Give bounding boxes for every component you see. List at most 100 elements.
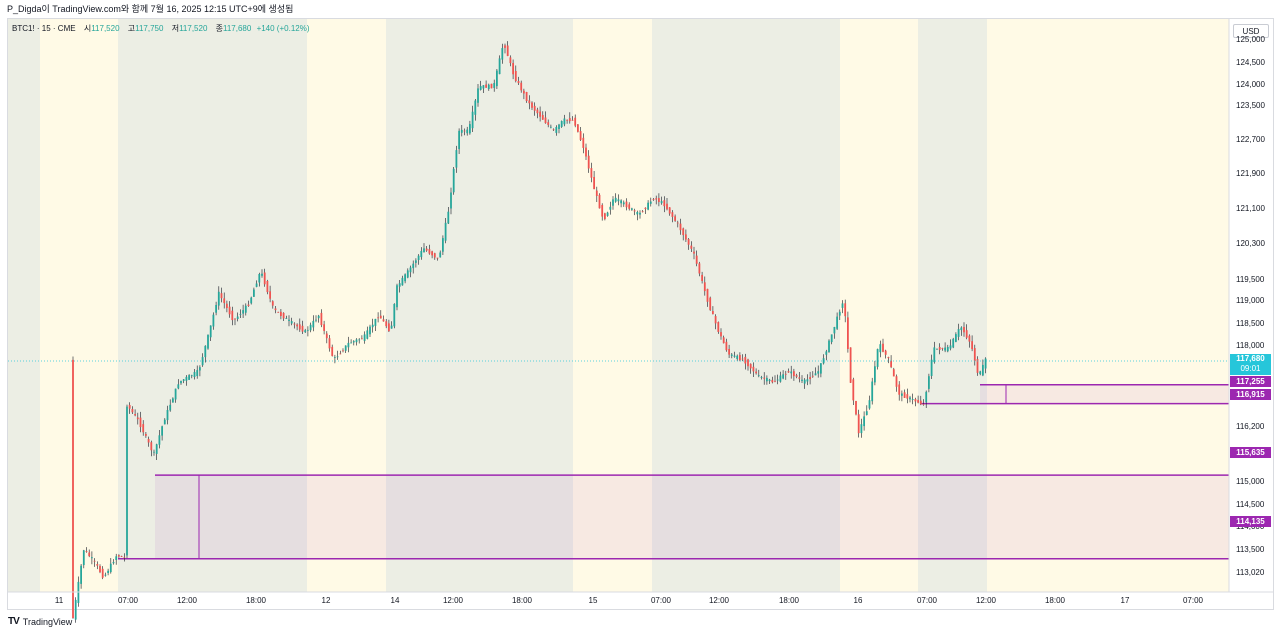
candle-up: [868, 400, 871, 409]
time-tick-label: 18:00: [778, 596, 800, 605]
footer: TV TradingView: [8, 616, 72, 628]
candle-up: [350, 342, 352, 344]
candle-down: [587, 155, 590, 169]
candle-down: [145, 434, 147, 436]
price-tick-label: 113,500: [1236, 545, 1265, 554]
candle-down: [914, 399, 917, 402]
candle-down: [725, 341, 728, 351]
candle-down: [509, 57, 512, 64]
candle-down: [892, 369, 895, 377]
candle-down: [590, 168, 593, 178]
candle-down: [72, 359, 74, 619]
candle-up: [312, 320, 315, 328]
candle-up: [979, 371, 982, 375]
candle-up: [190, 375, 193, 377]
candle-up: [174, 388, 177, 400]
high-value: 117,750: [135, 24, 164, 33]
price-tick-label: 119,000: [1236, 296, 1265, 305]
candle-down: [787, 371, 790, 373]
symbol-label[interactable]: BTC1! · 15 · CME: [12, 24, 76, 33]
candle-down: [701, 274, 703, 281]
candle-up: [982, 364, 984, 376]
open-label: 시: [83, 24, 92, 33]
candle-up: [390, 325, 393, 329]
candle-up: [199, 367, 201, 371]
time-tick-label: 14: [390, 596, 400, 605]
candle-down: [385, 321, 388, 327]
ohlc-legend: BTC1! · 15 · CME 시117,520 고117,750 저117,…: [12, 24, 310, 34]
candle-up: [374, 318, 377, 326]
candle-down: [147, 439, 150, 443]
price-tick-label: 118,000: [1236, 341, 1265, 350]
candle-down: [644, 207, 647, 209]
candle-down: [425, 248, 428, 251]
price-tick-label: 121,900: [1236, 169, 1265, 178]
candle-down: [514, 71, 517, 81]
candle-up: [236, 316, 239, 319]
chart-area[interactable]: [7, 18, 1274, 610]
candle-up: [91, 557, 93, 559]
candle-down: [593, 177, 595, 190]
candle-up: [614, 197, 617, 202]
currency-selector[interactable]: USD: [1233, 24, 1269, 38]
candle-up: [185, 376, 188, 381]
candle-up: [439, 252, 442, 258]
candle-down: [585, 147, 587, 157]
price-tick-label: 124,000: [1236, 80, 1265, 89]
candle-down: [811, 375, 814, 377]
current-price-badge: 117,680 09:01: [1230, 354, 1271, 375]
candle-up: [207, 334, 209, 349]
low-value: 117,520: [179, 24, 208, 33]
level-badge-116915: 116,915: [1230, 389, 1271, 400]
candle-down: [520, 82, 523, 91]
candle-up: [153, 451, 155, 453]
candle-down: [541, 115, 544, 120]
low-label: 저: [171, 24, 180, 33]
candle-up: [620, 200, 622, 204]
candle-up: [334, 357, 336, 358]
candle-down: [771, 379, 774, 383]
candle-down: [293, 323, 296, 325]
session-band: [918, 19, 987, 592]
candle-down: [96, 564, 99, 566]
candle-up: [398, 283, 401, 287]
candle-down: [717, 322, 720, 332]
candle-down: [855, 401, 857, 415]
candle-down: [739, 355, 741, 361]
candle-up: [736, 355, 739, 359]
candle-up: [649, 201, 652, 204]
candle-down: [544, 117, 547, 124]
candle-up: [347, 342, 350, 348]
candle-down: [666, 203, 668, 210]
open-value: 117,520: [91, 24, 120, 33]
candle-down: [847, 317, 849, 349]
candle-up: [409, 267, 412, 273]
candle-down: [709, 297, 712, 311]
candle-up: [801, 379, 803, 381]
candle-up: [560, 121, 563, 127]
candle-down: [941, 348, 944, 349]
candle-up: [555, 127, 558, 133]
candle-up: [466, 129, 469, 134]
candle-down: [652, 199, 655, 200]
candle-up: [909, 397, 911, 400]
candle-down: [919, 400, 922, 405]
candle-up: [393, 303, 396, 327]
time-tick-label: 11: [54, 596, 64, 605]
candle-up: [955, 334, 957, 342]
candle-up: [196, 370, 199, 376]
candle-down: [234, 318, 236, 320]
candle-down: [690, 245, 693, 249]
candle-up: [336, 356, 339, 358]
candle-up: [255, 283, 258, 287]
time-tick-label: 15: [588, 596, 598, 605]
candle-up: [469, 124, 471, 134]
candle-up: [558, 124, 560, 129]
candle-down: [712, 311, 714, 315]
candle-up: [406, 270, 409, 278]
candle-down: [852, 379, 855, 401]
candle-down: [655, 198, 658, 200]
candle-up: [631, 208, 633, 210]
candle-up: [104, 574, 107, 576]
